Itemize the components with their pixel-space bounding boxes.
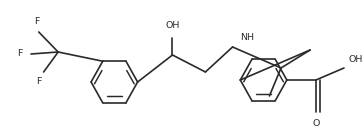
Text: O: O — [312, 119, 320, 129]
Text: F: F — [34, 18, 40, 26]
Text: F: F — [36, 78, 41, 86]
Text: OH: OH — [165, 22, 180, 31]
Text: OH: OH — [349, 55, 363, 65]
Text: F: F — [17, 49, 22, 58]
Text: NH: NH — [240, 34, 254, 42]
